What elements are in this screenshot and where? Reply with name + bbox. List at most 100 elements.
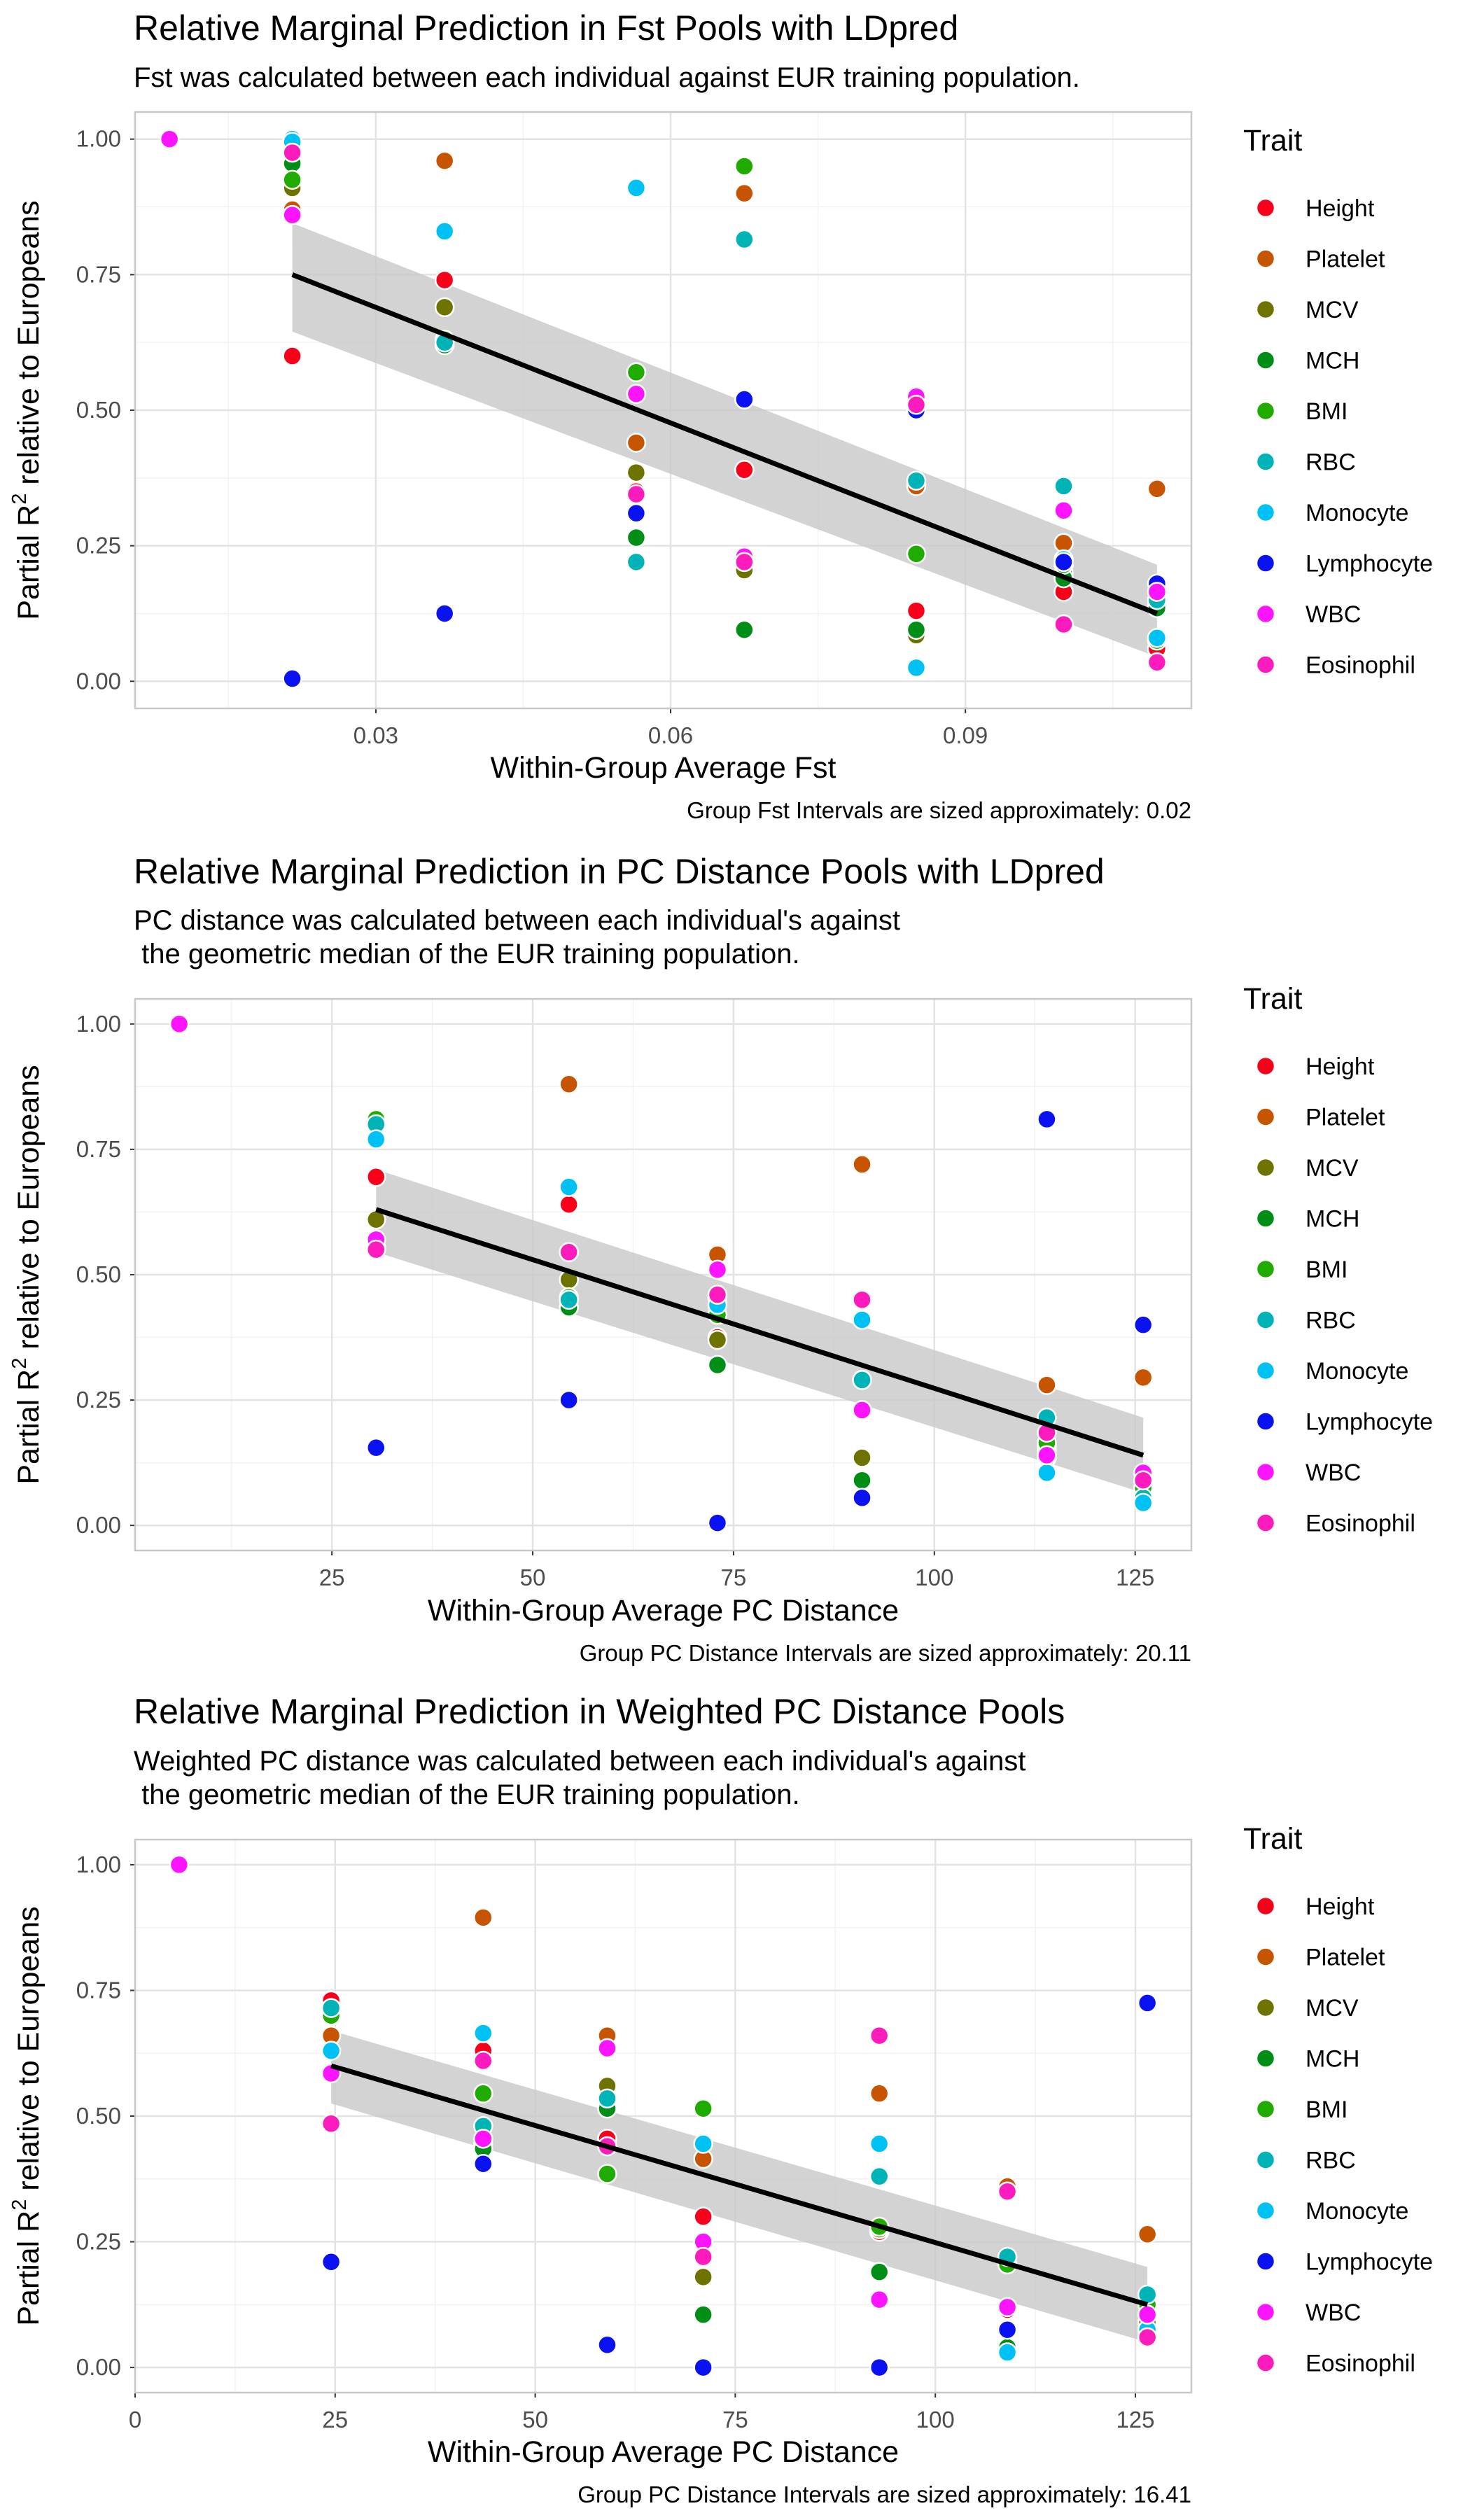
x-tick-label: 0.06 [648,722,693,748]
chart-panel-2: Relative Marginal Prediction in PC Dista… [8,852,1433,1666]
point-lymphocyte [321,2252,342,2272]
point-eosinophil [321,2113,342,2134]
chart-caption: Group Fst Intervals are sized approximat… [687,797,1191,823]
point-wbc [1054,500,1074,521]
point-bmi [734,156,755,176]
legend-key-platelet [1255,1107,1276,1127]
point-wbc [707,1259,728,1280]
y-tick-label: 0.00 [76,668,121,694]
point-platelet [559,1074,579,1095]
point-monocyte [906,657,927,678]
y-axis-title: Partial R2 relative to Europeans [8,1065,46,1484]
y-axis-title-rest: relative to Europeans [12,1906,46,2199]
point-mcv [626,462,647,483]
y-axis-title: Partial R2 relative to Europeans [8,200,46,620]
point-monocyte [693,2134,713,2154]
point-monocyte [473,2023,493,2043]
legend-key-mcv [1255,1997,1276,2018]
y-tick-label: 0.75 [76,1977,121,2003]
legend-label: BMI [1306,1256,1348,1283]
point-lymphocyte [597,2334,617,2356]
legend: Trait Height Platelet MCV MCH BMI RBC Monocyte L… [1243,982,1433,1537]
point-platelet [734,183,755,204]
legend-label: RBC [1306,449,1356,476]
point-mch [707,1354,728,1376]
point-wbc [159,129,180,149]
point-lymphocyte [282,668,302,689]
point-wbc [997,2297,1018,2318]
y-tick-label: 0.50 [76,397,121,423]
point-mch [626,527,647,548]
x-tick-label: 0.09 [943,722,988,748]
legend-label: Height [1306,195,1375,222]
point-rbc [597,2088,617,2109]
legend-label: Height [1306,1893,1375,1920]
legend-key-height [1255,1056,1276,1077]
legend-key-lymphocyte [1255,1411,1276,1432]
point-mcv [693,2267,713,2288]
point-bmi [906,544,927,564]
legend-label: BMI [1306,2096,1348,2123]
y-tick-label: 0.75 [76,1136,121,1162]
legend-label: Lymphocyte [1306,2249,1433,2276]
panel-border [134,111,1193,710]
point-lymphocyte [852,1488,872,1508]
point-platelet [852,1154,872,1175]
confidence-band [292,223,1157,657]
x-tick-label: 50 [520,1564,546,1590]
point-eosinophil [366,1239,386,1260]
point-platelet [626,433,647,453]
y-tick-label: 0.75 [76,261,121,287]
x-tick-label: 125 [1116,1564,1154,1590]
point-eosinophil [1133,1470,1154,1490]
point-platelet [1147,479,1168,499]
point-platelet [869,2083,890,2104]
point-lymphocyte [734,389,755,410]
point-height [693,2206,713,2227]
legend-title: Trait [1243,982,1302,1016]
point-mcv [852,1448,872,1468]
x-tick-label: 25 [319,1564,345,1590]
point-rbc [734,229,755,250]
panel-border [134,997,1193,1552]
legend: Trait Height Platelet MCV MCH BMI RBC Monocyte L… [1243,124,1433,679]
point-eosinophil [559,1242,579,1263]
point-wbc [626,384,647,405]
y-axis-title: Partial R2 relative to Europeans [8,1906,46,2325]
legend: Trait Height Platelet MCV MCH BMI RBC Monocyte L… [1243,1822,1433,2377]
chart-subtitle: Weighted PC distance was calculated betw… [134,1746,1026,1777]
legend-key-mcv [1255,1157,1276,1178]
point-eosinophil [869,2025,890,2046]
y-axis-title-superscript: 2 [8,493,31,505]
point-monocyte [1037,1462,1057,1483]
chart-subtitle: Fst was calculated between each individu… [134,62,1080,93]
point-height [434,270,455,290]
point-platelet [1133,1367,1154,1388]
legend-key-wbc [1255,603,1276,624]
legend-label: Platelet [1306,1945,1385,1971]
y-axis-title-superscript: 2 [8,2199,31,2211]
legend-key-eosinophil [1255,654,1276,675]
point-lymphocyte [869,2357,890,2378]
legend-label: MCV [1306,1995,1359,2022]
point-eosinophil [282,142,302,163]
y-tick-label: 0.00 [76,1512,121,1538]
point-lymphocyte [1037,1109,1057,1130]
y-tick-label: 1.00 [76,126,121,152]
data-points [169,1014,1154,1533]
legend-key-wbc [1255,2302,1276,2323]
legend-key-wbc [1255,1462,1276,1483]
point-monocyte [321,2040,342,2061]
chart-panel-3: Relative Marginal Prediction in Weighted… [8,1692,1433,2507]
y-axis-title-main: Partial R [12,1369,46,1485]
point-rbc [852,1370,872,1390]
point-eosinophil [707,1284,728,1305]
point-lymphocyte [997,2319,1018,2340]
legend-label: Platelet [1306,246,1385,273]
legend-key-platelet [1255,1947,1276,1967]
chart-panel-1: Relative Marginal Prediction in Fst Pool… [8,8,1433,823]
point-monocyte [1147,628,1168,648]
legend-label: MCV [1306,1155,1359,1182]
point-eosinophil [1137,2327,1158,2348]
